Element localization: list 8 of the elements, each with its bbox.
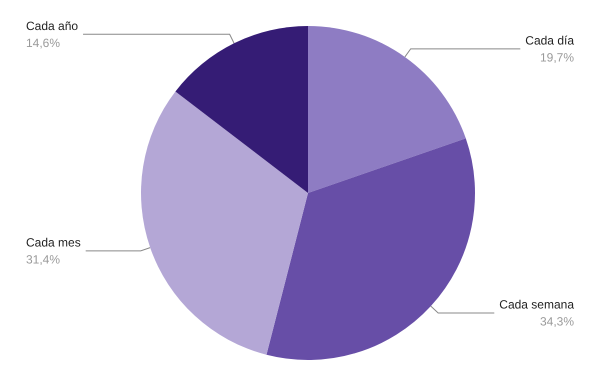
slice-label: Cada año (26, 18, 78, 33)
slice-label: Cada semana (499, 297, 574, 312)
data-label: 19,7% (540, 50, 574, 64)
data-label: 34,3% (540, 314, 574, 328)
data-label: 31,4% (26, 252, 60, 266)
slice-label: Cada día (525, 33, 574, 48)
data-label: 14,6% (26, 36, 60, 50)
slice-label: Cada mes (26, 235, 81, 250)
